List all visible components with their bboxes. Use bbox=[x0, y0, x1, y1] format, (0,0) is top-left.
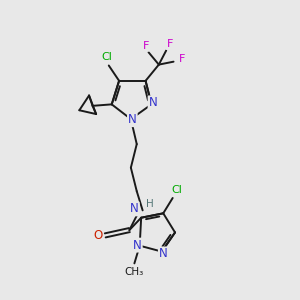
Text: F: F bbox=[167, 39, 173, 49]
Text: CH₃: CH₃ bbox=[125, 267, 144, 277]
Text: Cl: Cl bbox=[102, 52, 113, 62]
Text: F: F bbox=[178, 54, 185, 64]
Text: N: N bbox=[133, 238, 142, 252]
Text: F: F bbox=[142, 41, 149, 51]
Text: N: N bbox=[128, 113, 137, 126]
Text: N: N bbox=[130, 202, 139, 215]
Text: N: N bbox=[148, 96, 157, 110]
Text: O: O bbox=[93, 229, 103, 242]
Text: N: N bbox=[159, 248, 168, 260]
Text: H: H bbox=[146, 199, 154, 209]
Text: Cl: Cl bbox=[172, 185, 182, 195]
